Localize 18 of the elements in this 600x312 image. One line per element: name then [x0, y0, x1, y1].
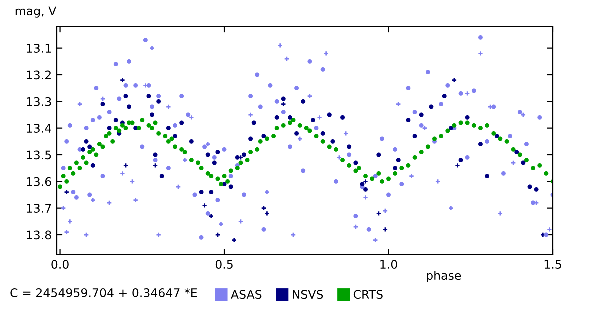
x-tick-label: 1.0: [380, 260, 398, 269]
y-tick-label: 13.4: [27, 124, 52, 133]
y-axis-title: mag, V: [16, 6, 57, 18]
y-tick-label: 13.8: [27, 230, 52, 240]
x-tick-label: 1.5: [544, 260, 562, 269]
x-tick-label: 0.5: [216, 260, 233, 269]
x-axis-title: phase: [427, 270, 462, 282]
legend-label: NSVS: [293, 290, 324, 300]
y-tick-label: 13.5: [27, 150, 52, 160]
x-tick-label: 0.0: [52, 260, 69, 269]
legend-label: CRTS: [354, 290, 383, 300]
legend-label: ASAS: [231, 290, 262, 300]
y-tick-label: 13.1: [27, 44, 52, 53]
text: C = 2454959.704 + 0.34647 *E: [10, 288, 198, 298]
y-tick-label: 13.3: [27, 97, 52, 106]
y-tick-label: 13.7: [27, 204, 52, 213]
y-tick-label: 13.2: [27, 70, 51, 80]
y-tick-label: 13.6: [27, 177, 52, 186]
